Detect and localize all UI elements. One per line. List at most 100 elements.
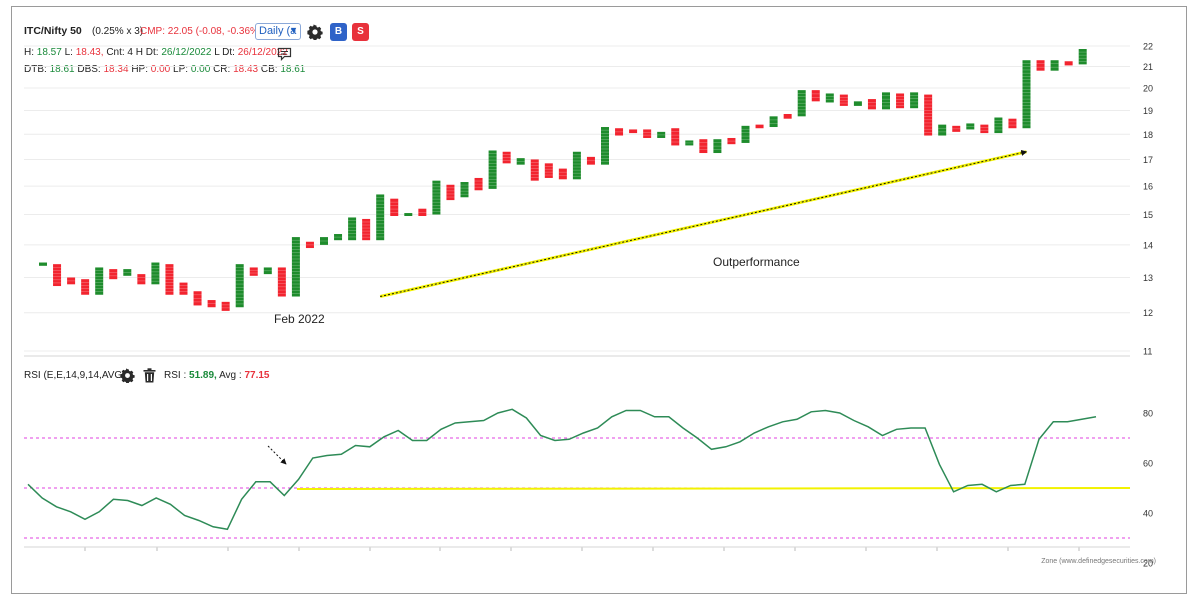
- renko-column-up: [741, 125, 750, 143]
- renko-brick: [193, 291, 202, 306]
- renko-column-down: [867, 99, 876, 110]
- rsi-grid: [24, 437, 1130, 551]
- renko-brick: [179, 282, 188, 295]
- price-tick-label: 21: [1143, 62, 1153, 72]
- renko-brick: [727, 137, 736, 145]
- renko-column-up: [910, 92, 919, 109]
- renko-column-down: [67, 277, 76, 285]
- timeframe-select[interactable]: Daily (a ▼: [255, 23, 301, 40]
- renko-brick: [769, 116, 778, 128]
- dbs-value: 18.34: [103, 64, 129, 75]
- cmp-value: CMP: 22.05 (-0.08, -0.36%): [140, 26, 263, 37]
- renko-brick: [980, 124, 989, 134]
- trendline-yellow: [379, 150, 1027, 298]
- renko-brick: [741, 125, 750, 143]
- renko-column-down: [839, 94, 848, 106]
- renko-brick: [446, 184, 455, 201]
- renko-brick: [783, 113, 792, 119]
- renko-brick: [910, 92, 919, 109]
- renko-brick: [586, 156, 595, 165]
- lp-label: LP:: [173, 64, 189, 75]
- renko-brick: [376, 194, 385, 241]
- renko-column-down: [207, 300, 216, 308]
- renko-column-down: [53, 264, 62, 287]
- cb-value: 18.61: [280, 64, 306, 75]
- renko-column-down: [137, 274, 146, 285]
- renko-column-down: [952, 125, 961, 132]
- renko-brick: [488, 150, 497, 189]
- renko-column-up: [713, 139, 722, 154]
- renko-brick: [95, 267, 104, 295]
- trash-icon[interactable]: [143, 368, 156, 383]
- renko-column-up: [404, 213, 413, 216]
- renko-brick: [502, 151, 511, 164]
- cr-label: CR:: [213, 64, 231, 75]
- renko-column-up: [657, 131, 666, 138]
- renko-column-up: [334, 234, 343, 241]
- renko-brick: [994, 117, 1003, 134]
- chevron-down-icon: ▼: [289, 25, 298, 35]
- renko-brick: [530, 159, 539, 181]
- price-tick-label: 13: [1143, 273, 1153, 283]
- price-tick-label: 16: [1143, 182, 1153, 192]
- rsi-plot: [27, 408, 1131, 531]
- annotation-feb-2022: Feb 2022: [274, 312, 325, 326]
- high-value: 18.57: [36, 47, 62, 58]
- chart-frame: [11, 6, 1187, 594]
- renko-column-down: [446, 184, 455, 201]
- rsi-tick-label: 40: [1143, 509, 1153, 519]
- renko-column-down: [643, 129, 652, 138]
- lp-value: 0.00: [190, 64, 211, 75]
- chat-icon[interactable]: [277, 47, 292, 61]
- renko-brick: [404, 213, 413, 216]
- info-row-3: DTB: 18.61 DBS: 18.34 HP: 0.00 LP: 0.00 …: [24, 64, 305, 75]
- sell-button[interactable]: S: [352, 23, 369, 41]
- renko-brick: [67, 277, 76, 285]
- watermark: Zone (www.definedgesecurities.com): [1041, 558, 1156, 565]
- cr-value: 18.43: [233, 64, 259, 75]
- renko-column-down: [699, 139, 708, 154]
- gear-icon[interactable]: [307, 24, 323, 40]
- buy-button[interactable]: B: [330, 23, 347, 41]
- renko-column-down: [277, 267, 286, 297]
- renko-column-up: [797, 90, 806, 117]
- renko-column-up: [263, 267, 272, 275]
- hp-value: 0.00: [150, 64, 171, 75]
- renko-column-up: [235, 264, 244, 308]
- dbs-label: DBS:: [77, 64, 101, 75]
- renko-brick: [249, 267, 258, 276]
- renko-column-down: [362, 218, 371, 241]
- price-tick-label: 14: [1143, 240, 1153, 250]
- renko-column-up: [151, 262, 160, 285]
- renko-column-down: [221, 301, 230, 311]
- price-tick-label: 12: [1143, 308, 1153, 318]
- renko-column-down: [586, 156, 595, 165]
- renko-column-down: [755, 124, 764, 129]
- renko-brick: [811, 90, 820, 102]
- renko-column-down: [109, 269, 118, 280]
- renko-brick: [151, 262, 160, 285]
- renko-column-up: [1078, 49, 1087, 65]
- renko-brick: [123, 269, 132, 276]
- renko-column-up: [488, 150, 497, 189]
- price-tick-label: 11: [1143, 347, 1152, 357]
- rsi-value-label: RSI :: [164, 370, 187, 381]
- renko-column-down: [811, 90, 820, 102]
- renko-brick: [966, 123, 975, 130]
- renko-brick: [207, 300, 216, 308]
- count-text: Cnt: 4 H: [106, 47, 143, 58]
- price-tick-label: 19: [1143, 106, 1153, 116]
- renko-column-down: [1064, 61, 1073, 66]
- renko-brick: [165, 264, 174, 295]
- gear-icon[interactable]: [120, 368, 135, 383]
- renko-brick: [685, 140, 694, 146]
- renko-bricks: [39, 49, 1087, 311]
- renko-column-up: [938, 124, 947, 136]
- renko-brick: [348, 217, 357, 241]
- renko-brick: [362, 218, 371, 241]
- renko-brick: [235, 264, 244, 308]
- renko-column-up: [882, 92, 890, 110]
- rsi-line: [27, 408, 1097, 531]
- renko-brick: [839, 94, 848, 106]
